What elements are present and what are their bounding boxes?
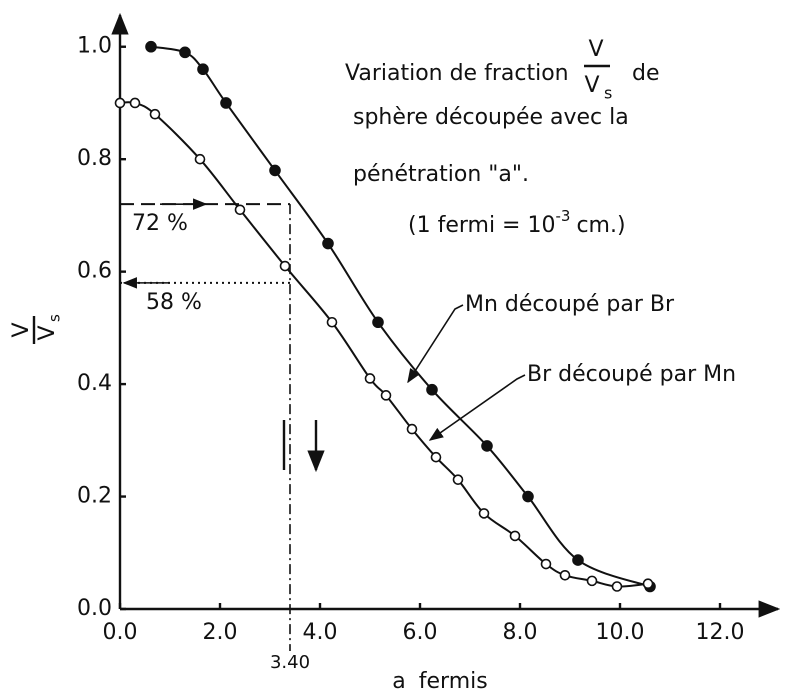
data-point [145, 40, 157, 53]
y-tick-label: 0.6 [77, 259, 112, 284]
data-point [279, 260, 291, 272]
reference-label: 3.40 [270, 652, 310, 673]
data-point [372, 316, 384, 329]
data-point [540, 558, 552, 570]
reference-label: 72 % [132, 211, 188, 236]
data-point [406, 423, 418, 435]
title-line: de [632, 61, 660, 86]
legend-leader [407, 304, 464, 384]
data-point [430, 451, 442, 463]
y-axis-label: V V s [9, 314, 64, 344]
data-point [478, 508, 490, 519]
x-tick-label: 4.0 [303, 620, 338, 645]
data-point [426, 383, 438, 396]
legend-label: Mn découpé par Br [465, 292, 675, 317]
y-tick-label: 0.8 [77, 146, 112, 171]
data-point [586, 575, 598, 587]
x-tick-label: 6.0 [403, 620, 438, 645]
data-point [481, 440, 493, 452]
data-point [197, 63, 209, 76]
x-tick-label: 2.0 [203, 620, 238, 645]
data-point [179, 46, 191, 59]
note-text: (1 fermi = 10 [408, 213, 555, 238]
data-point [149, 108, 161, 120]
data-point [129, 97, 141, 109]
y-tick-label: 0.0 [77, 596, 112, 621]
x-tick-label: 10.0 [596, 620, 645, 645]
title-line: sphère découpée avec la [353, 105, 629, 130]
legend-label: Br découpé par Mn [527, 362, 736, 387]
title-fraction-den: V [584, 73, 599, 98]
x-tick-label: 8.0 [503, 620, 538, 645]
y-label-den: V [35, 325, 60, 340]
x-tick-label: 0.0 [103, 620, 138, 645]
y-tick-label: 0.4 [77, 371, 112, 396]
data-point [326, 316, 338, 328]
x-tick-label: 12.0 [696, 620, 745, 645]
data-point [269, 164, 281, 177]
data-point [380, 390, 392, 401]
y-label-sub: s [46, 314, 64, 322]
data-point [559, 569, 571, 581]
note-sup: -3 [555, 207, 570, 225]
legend-leader [428, 374, 526, 441]
data-point [234, 204, 246, 216]
data-point [452, 474, 464, 485]
data-point [194, 153, 206, 165]
title-line: pénétration "a". [353, 162, 529, 187]
title-fraction-num: V [588, 37, 603, 62]
y-tick-label: 0.2 [77, 484, 112, 509]
title-line: Variation de fraction [345, 61, 569, 86]
y-tick-label: 1.0 [77, 34, 112, 59]
data-point [611, 581, 623, 592]
data-point [509, 530, 521, 542]
note-after: cm.) [576, 213, 625, 238]
note: (1 fermi = 10-3 cm.) [408, 207, 626, 239]
data-point [642, 578, 654, 589]
data-point [322, 237, 334, 250]
data-point [364, 373, 376, 384]
data-point [220, 97, 232, 109]
reference-label: 58 % [146, 290, 202, 315]
x-axis-label: a fermis [392, 669, 487, 694]
direction-arrows [282, 420, 316, 470]
data-point [114, 97, 126, 109]
data-point [572, 554, 584, 566]
y-label-num: V [9, 322, 34, 337]
data-point [522, 490, 534, 503]
title-fraction-sub: s [604, 84, 612, 103]
